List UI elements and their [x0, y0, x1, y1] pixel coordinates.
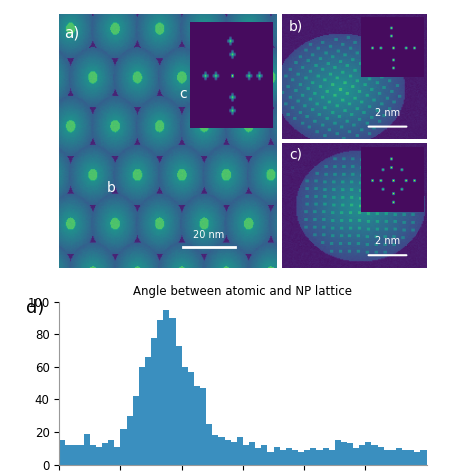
- Bar: [96, 447, 102, 465]
- Bar: [243, 445, 249, 465]
- Bar: [322, 448, 328, 465]
- Bar: [341, 442, 347, 465]
- Bar: [328, 450, 335, 465]
- Bar: [65, 445, 72, 465]
- Bar: [188, 372, 194, 465]
- Bar: [231, 442, 237, 465]
- Bar: [206, 424, 212, 465]
- Text: Angle between atomic and NP lattice: Angle between atomic and NP lattice: [133, 285, 353, 298]
- Bar: [353, 448, 359, 465]
- Bar: [273, 447, 280, 465]
- Bar: [335, 440, 341, 465]
- Bar: [420, 450, 427, 465]
- Bar: [90, 445, 96, 465]
- Bar: [182, 367, 188, 465]
- Bar: [267, 452, 273, 465]
- Text: b): b): [289, 19, 303, 33]
- Bar: [108, 440, 114, 465]
- Text: 2 nm: 2 nm: [375, 237, 400, 246]
- Text: a): a): [64, 26, 79, 40]
- Text: 2 nm: 2 nm: [375, 108, 400, 118]
- Text: 20 nm: 20 nm: [193, 229, 225, 239]
- Bar: [365, 442, 372, 465]
- Bar: [139, 367, 145, 465]
- Bar: [225, 440, 231, 465]
- Bar: [114, 447, 120, 465]
- Bar: [317, 450, 322, 465]
- Bar: [372, 445, 378, 465]
- Bar: [286, 448, 292, 465]
- Bar: [170, 318, 175, 465]
- Bar: [145, 357, 151, 465]
- Bar: [359, 445, 365, 465]
- Bar: [249, 442, 255, 465]
- Bar: [151, 337, 157, 465]
- Bar: [396, 448, 402, 465]
- Bar: [120, 429, 127, 465]
- Bar: [414, 452, 420, 465]
- Bar: [280, 450, 286, 465]
- Bar: [304, 450, 310, 465]
- Bar: [200, 388, 206, 465]
- Text: c: c: [179, 87, 187, 101]
- Text: c): c): [289, 148, 302, 162]
- Bar: [194, 386, 200, 465]
- Bar: [261, 445, 267, 465]
- Bar: [72, 445, 78, 465]
- Bar: [310, 448, 317, 465]
- Bar: [84, 434, 90, 465]
- Text: d): d): [26, 299, 45, 317]
- Text: b: b: [107, 181, 116, 195]
- Bar: [292, 450, 298, 465]
- Bar: [402, 450, 408, 465]
- Bar: [408, 450, 414, 465]
- Bar: [237, 437, 243, 465]
- Bar: [219, 437, 225, 465]
- Bar: [255, 448, 261, 465]
- Text: 34.3 deg: 34.3 deg: [363, 32, 403, 41]
- Bar: [164, 310, 170, 465]
- Bar: [347, 443, 353, 465]
- Bar: [157, 320, 164, 465]
- Bar: [175, 346, 182, 465]
- Bar: [298, 452, 304, 465]
- Bar: [102, 443, 108, 465]
- Bar: [78, 445, 84, 465]
- Bar: [59, 440, 65, 465]
- Bar: [378, 447, 384, 465]
- Bar: [390, 450, 396, 465]
- Bar: [212, 435, 219, 465]
- Text: 1.8 deg: 1.8 deg: [366, 173, 401, 182]
- Bar: [133, 396, 139, 465]
- Bar: [127, 416, 133, 465]
- Bar: [384, 450, 390, 465]
